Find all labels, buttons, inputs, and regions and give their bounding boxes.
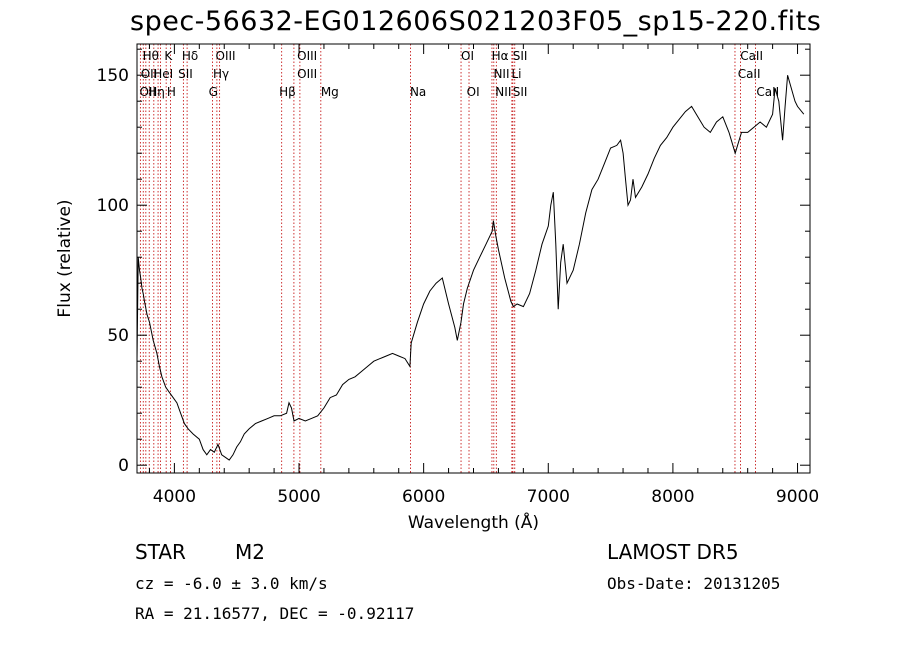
line-label: OIII xyxy=(216,49,236,63)
y-tick-label: 50 xyxy=(107,326,129,346)
line-label: SII xyxy=(178,67,193,81)
line-label: H xyxy=(167,85,176,99)
line-label: OI xyxy=(461,49,474,63)
x-tick-label: 8000 xyxy=(651,487,694,507)
obs-date-label: Obs-Date: 20131205 xyxy=(607,574,781,593)
line-label: K xyxy=(164,49,173,63)
line-label: Hβ xyxy=(279,85,296,99)
y-tick-label: 0 xyxy=(118,456,129,476)
y-tick-label: 150 xyxy=(97,66,129,86)
line-label: CaII xyxy=(756,85,779,99)
line-label: Hδ xyxy=(182,49,198,63)
line-label: Hθ xyxy=(143,49,159,63)
line-label: Na xyxy=(410,85,426,99)
line-label: SII xyxy=(513,85,528,99)
survey-label: LAMOST DR5 xyxy=(607,540,739,564)
line-label: CaII xyxy=(738,67,761,81)
line-label: NII xyxy=(493,67,509,81)
chart-title: spec-56632-EG012606S021203F05_sp15-220.f… xyxy=(130,6,822,37)
line-label: Hη xyxy=(148,85,165,99)
y-axis-label: Flux (relative) xyxy=(55,199,75,317)
x-tick-label: 4000 xyxy=(153,487,196,507)
line-label: OI xyxy=(467,85,480,99)
x-axis-label: Wavelength (Å) xyxy=(408,511,539,533)
line-label: Li xyxy=(512,67,522,81)
class-label: STAR xyxy=(135,540,186,564)
line-label: CaII xyxy=(740,49,763,63)
line-label: Mg xyxy=(321,85,339,99)
x-tick-label: 9000 xyxy=(776,487,819,507)
line-label: NII xyxy=(495,85,511,99)
line-label: OIII xyxy=(297,67,317,81)
x-tick-label: 5000 xyxy=(277,487,320,507)
line-label: Hα xyxy=(492,49,509,63)
y-axis: 0 50 100 150 xyxy=(97,48,810,476)
line-label: OII xyxy=(139,85,156,99)
y-tick-label: 100 xyxy=(97,196,129,216)
line-label: OII xyxy=(141,67,158,81)
line-label: Hγ xyxy=(213,67,229,81)
plot-frame xyxy=(136,43,811,474)
coords-label: RA = 21.16577, DEC = -0.92117 xyxy=(135,604,415,623)
redshift-label: cz = -6.0 ± 3.0 km/s xyxy=(135,574,328,593)
x-axis: 4000 5000 6000 7000 8000 9000 xyxy=(148,44,819,507)
line-label: G xyxy=(209,85,218,99)
line-markers xyxy=(139,44,756,473)
spectrum-line xyxy=(136,75,805,461)
subclass-label: M2 xyxy=(235,540,265,564)
line-label: SII xyxy=(513,49,528,63)
line-label: HeI xyxy=(153,67,173,81)
x-tick-label: 6000 xyxy=(402,487,445,507)
line-label: OIII xyxy=(297,49,317,63)
x-tick-label: 7000 xyxy=(527,487,570,507)
